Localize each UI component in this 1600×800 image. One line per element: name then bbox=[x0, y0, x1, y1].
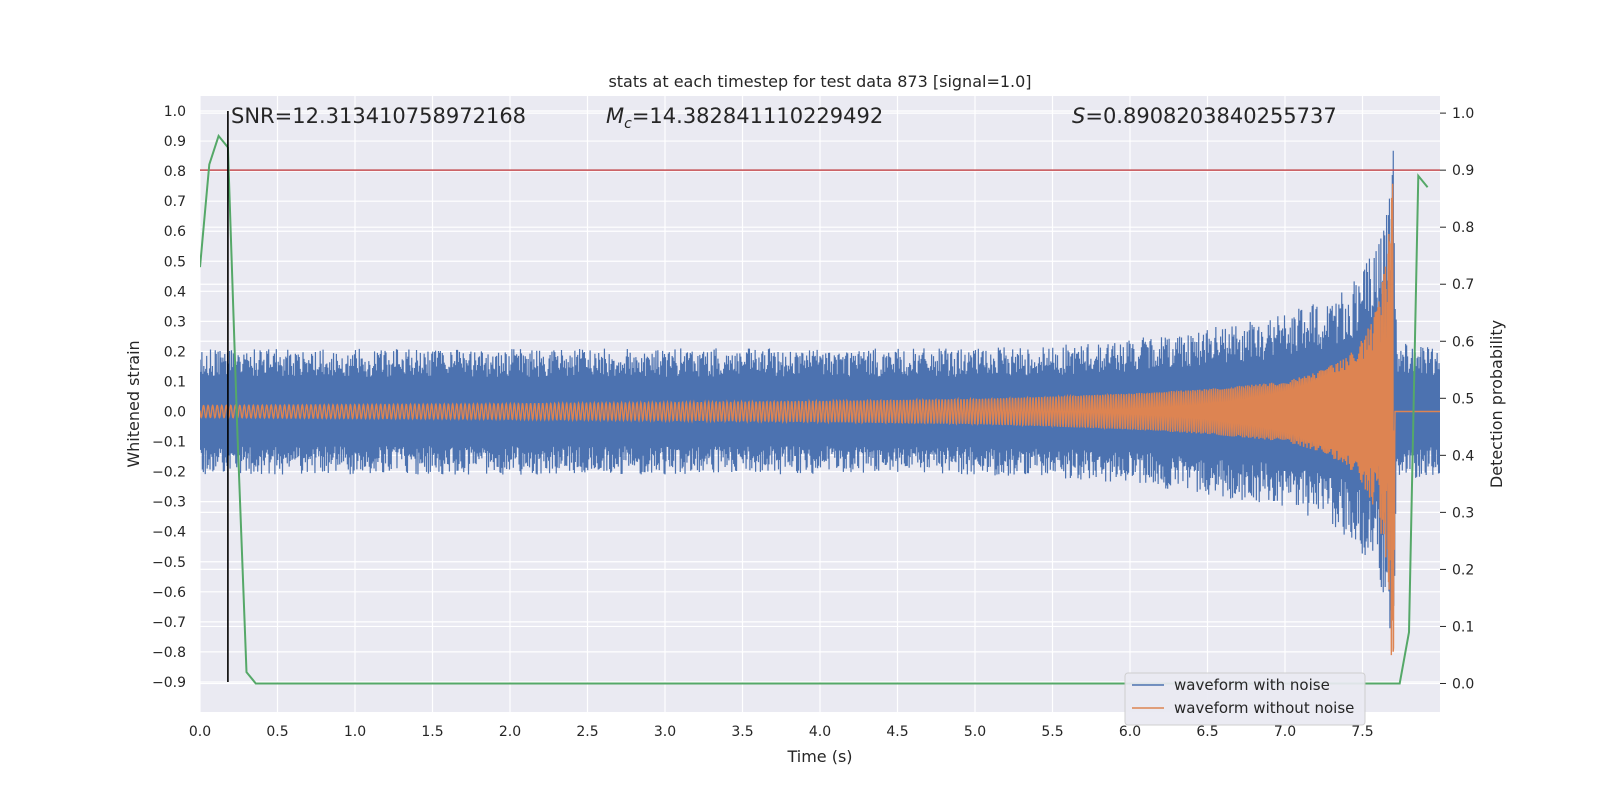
y2-tick-label: 0.9 bbox=[1452, 163, 1474, 179]
y-tick-label: 0.7 bbox=[164, 194, 186, 210]
y-tick-label: −0.5 bbox=[152, 555, 186, 571]
x-tick-label: 6.0 bbox=[1119, 724, 1141, 740]
s-value: =0.8908203840255737 bbox=[1085, 104, 1336, 128]
x-tick-label: 0.5 bbox=[266, 724, 288, 740]
y-tick-label: 0.8 bbox=[164, 164, 186, 180]
y-tick-label: 0.6 bbox=[164, 224, 186, 240]
y-tick-label: 0.2 bbox=[164, 344, 186, 360]
chart-title: stats at each timestep for test data 873… bbox=[608, 72, 1031, 91]
x-tick-label: 4.0 bbox=[809, 724, 831, 740]
y-tick-label: −0.6 bbox=[152, 585, 186, 601]
y-tick-label: 0.9 bbox=[164, 134, 186, 150]
y-tick-label: −0.1 bbox=[152, 435, 186, 451]
mc-symbol: M bbox=[606, 104, 624, 128]
legend: waveform with noise waveform without noi… bbox=[1124, 672, 1366, 726]
x-tick-label: 0.0 bbox=[189, 724, 211, 740]
mc-subscript: c bbox=[624, 116, 632, 132]
x-axis-label: Time (s) bbox=[786, 747, 852, 766]
y2-tick-label: 0.5 bbox=[1452, 391, 1474, 407]
y-tick-label: −0.8 bbox=[152, 645, 186, 661]
y-tick-label: −0.9 bbox=[152, 675, 186, 691]
y2-axis-ticks: 1.0 0.9 0.8 0.7 0.6 0.5 0.4 0.3 0.2 0.1 0.0 bbox=[1440, 106, 1474, 692]
y-tick-label: 0.4 bbox=[164, 284, 186, 300]
series-group bbox=[200, 133, 1440, 685]
y-axis-ticks: 1.0 0.9 0.8 0.7 0.6 0.5 0.4 0.3 0.2 0.1 0.0 −0.1 −0.… bbox=[152, 104, 186, 691]
x-tick-label: 7.0 bbox=[1274, 724, 1296, 740]
y-tick-label: 0.3 bbox=[164, 314, 186, 330]
x-tick-label: 3.5 bbox=[731, 724, 753, 740]
series-waveform-without-noise bbox=[200, 183, 1440, 656]
snr-annotation: SNR=12.313410758972168 bbox=[231, 104, 526, 128]
y2-tick-label: 0.0 bbox=[1452, 676, 1474, 692]
y-tick-label: 1.0 bbox=[164, 104, 186, 120]
y-tick-label: −0.2 bbox=[152, 465, 186, 481]
y2-tick-label: 0.2 bbox=[1452, 562, 1474, 578]
s-annotation: S=0.8908203840255737 bbox=[1072, 104, 1337, 128]
y-tick-label: 0.5 bbox=[164, 254, 186, 270]
y2-axis-label: Detection probability bbox=[1487, 320, 1506, 488]
y-axis-label: Whitened strain bbox=[124, 340, 143, 467]
series-detection-probability bbox=[200, 133, 1429, 685]
y-tick-label: −0.7 bbox=[152, 615, 186, 631]
y2-tick-label: 0.1 bbox=[1452, 619, 1474, 635]
y-tick-label: 0.0 bbox=[164, 405, 186, 421]
mc-annotation: Mc=14.382841110229492 bbox=[606, 104, 883, 132]
x-tick-label: 5.0 bbox=[964, 724, 986, 740]
x-tick-label: 7.5 bbox=[1351, 724, 1373, 740]
x-tick-label: 1.5 bbox=[421, 724, 443, 740]
y2-tick-label: 0.8 bbox=[1452, 220, 1474, 236]
s-symbol: S bbox=[1072, 104, 1085, 128]
y-tick-label: 0.1 bbox=[164, 374, 186, 390]
x-tick-label: 2.0 bbox=[499, 724, 521, 740]
legend-label-without-noise: waveform without noise bbox=[1174, 699, 1354, 717]
x-tick-label: 5.5 bbox=[1041, 724, 1063, 740]
legend-box bbox=[1124, 672, 1366, 726]
x-tick-label: 3.0 bbox=[654, 724, 676, 740]
y-tick-label: −0.3 bbox=[152, 495, 186, 511]
y2-tick-label: 0.4 bbox=[1452, 448, 1474, 464]
x-tick-label: 2.5 bbox=[576, 724, 598, 740]
y2-tick-label: 1.0 bbox=[1452, 106, 1474, 122]
x-tick-label: 4.5 bbox=[886, 724, 908, 740]
x-axis-ticks: 0.0 0.5 1.0 1.5 2.0 2.5 3.0 3.5 4.0 4.5 5.0 5.5 6.0 6… bbox=[189, 724, 1374, 740]
x-tick-label: 1.0 bbox=[344, 724, 366, 740]
y2-tick-label: 0.3 bbox=[1452, 505, 1474, 521]
y2-tick-label: 0.7 bbox=[1452, 277, 1474, 293]
y-tick-label: −0.4 bbox=[152, 525, 186, 541]
mc-value: =14.382841110229492 bbox=[632, 104, 883, 128]
y2-tick-label: 0.6 bbox=[1452, 334, 1474, 350]
legend-label-with-noise: waveform with noise bbox=[1174, 676, 1330, 694]
x-tick-label: 6.5 bbox=[1196, 724, 1218, 740]
